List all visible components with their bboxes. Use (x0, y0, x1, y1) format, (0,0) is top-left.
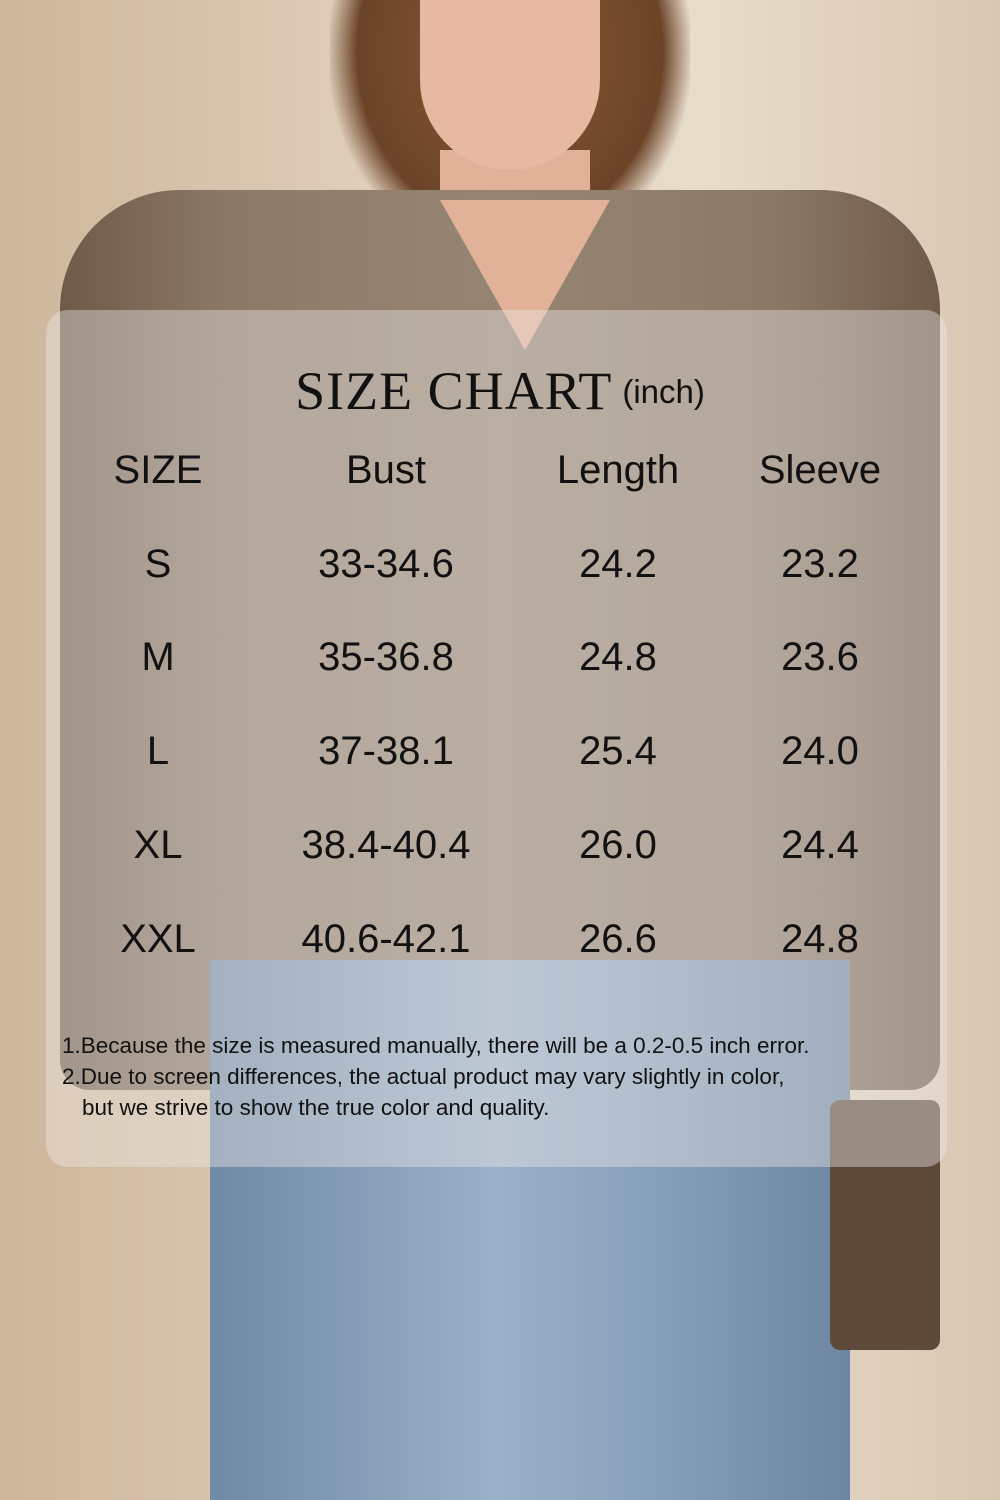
table-cell: S (144, 542, 172, 586)
table-cell: 23.2 (781, 542, 859, 586)
table-cell: 33-34.6 (318, 542, 454, 586)
table-cell: XXL (120, 917, 196, 961)
note-2-continued: but we strive to show the true color and… (82, 1095, 550, 1120)
table-cell: 38.4-40.4 (301, 823, 471, 867)
column-header: Sleeve (758, 448, 882, 492)
table-cell: 37-38.1 (318, 729, 454, 773)
table-cell: L (146, 729, 170, 773)
column-header: Bust (345, 448, 427, 492)
table-cell: XL (133, 823, 183, 867)
notes: 1.Because the size is measured manually,… (62, 1030, 809, 1123)
sweater-cuff (830, 1100, 940, 1350)
table-cell: 24.8 (781, 917, 859, 961)
sweater-v-neck (440, 200, 610, 350)
table-cell: 26.0 (579, 823, 657, 867)
unit-label: (inch) (622, 373, 705, 410)
table-cell: 26.6 (579, 917, 657, 961)
table-cell: 40.6-42.1 (301, 917, 471, 961)
note-2: 2.Due to screen differences, the actual … (62, 1064, 785, 1089)
model-face (420, 0, 600, 170)
title-text: SIZE CHART (295, 361, 613, 421)
jeans (210, 960, 850, 1500)
note-1: 1.Because the size is measured manually,… (62, 1033, 810, 1058)
table-cell: 24.0 (781, 729, 859, 773)
column-header: SIZE (113, 448, 203, 492)
table-cell: 35-36.8 (318, 635, 454, 679)
table-cell: M (141, 635, 175, 679)
table-cell: 25.4 (579, 729, 657, 773)
table-cell: 24.8 (579, 635, 657, 679)
table-cell: 24.4 (781, 823, 859, 867)
size-chart-title: SIZE CHART (inch) (0, 360, 1000, 422)
size-chart-panel (46, 310, 947, 1167)
column-header: Length (556, 448, 680, 492)
table-cell: 23.6 (781, 635, 859, 679)
table-cell: 24.2 (579, 542, 657, 586)
